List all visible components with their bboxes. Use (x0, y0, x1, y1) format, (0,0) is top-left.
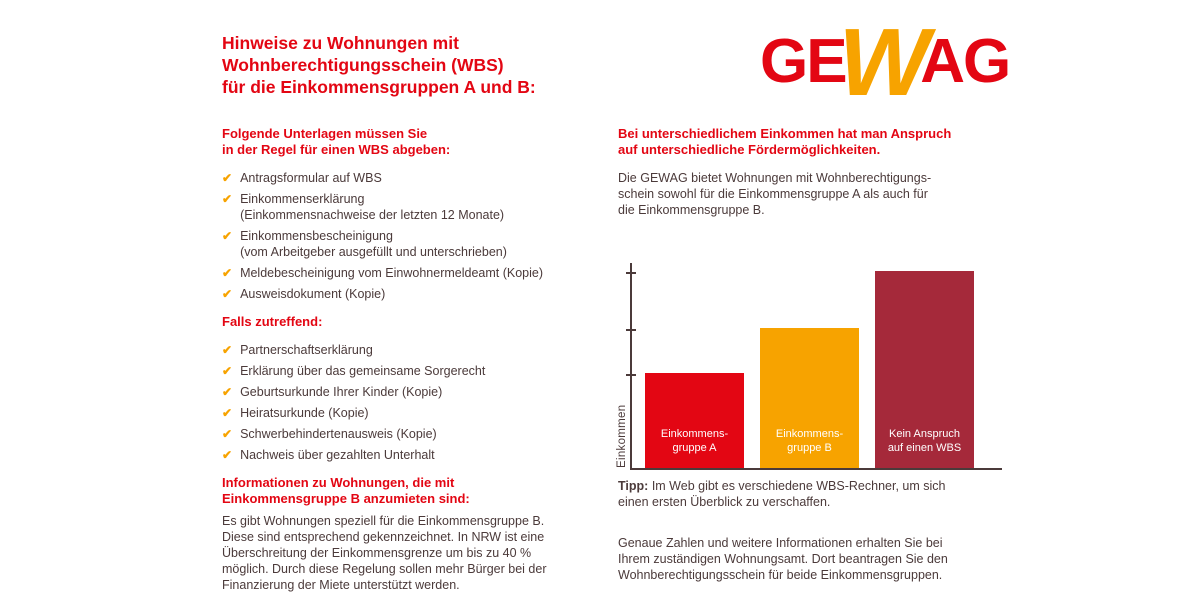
checklist-item: ✔ Geburtsurkunde Ihrer Kinder (Kopie) (222, 384, 582, 400)
income-heading: Bei unterschiedlichem Einkommen hat man … (618, 126, 952, 157)
chart-y-axis-label: Einkommen (616, 404, 628, 468)
checklist-item: ✔ Einkommensbescheinigung (vom Arbeitgebe… (222, 228, 582, 260)
logo-text-w: W (838, 8, 930, 116)
page-title: Hinweise zu Wohnungen mit Wohnberechtigu… (222, 33, 536, 97)
checklist-item-text: Einkommensbescheinigung (vom Arbeitgeber… (240, 229, 507, 259)
chart-bar: Einkommens- gruppe B (760, 328, 859, 468)
conditional-checklist: ✔ Partnerschaftserklärung ✔ Erklärung über… (222, 342, 582, 463)
checklist-item-text: Nachweis über gezahlten Unterhalt (240, 448, 435, 462)
conditional-heading: Falls zutreffend: (222, 314, 323, 329)
check-icon: ✔ (222, 287, 233, 301)
income-chart: Einkommen Einkommens- gruppe A Einkommen… (616, 263, 1002, 470)
axis-tick-icon (626, 329, 636, 331)
gewag-logo: GE W AG (760, 0, 1011, 110)
bar-label: Kein Anspruch auf einen WBS (887, 428, 962, 454)
check-icon: ✔ (222, 266, 233, 280)
checklist-item: ✔ Erklärung über das gemeinsame Sorgerech… (222, 363, 582, 379)
checklist-item-text: Erklärung über das gemeinsame Sorgerecht (240, 364, 486, 378)
checklist-item: ✔ Antragsformular auf WBS (222, 170, 582, 186)
checklist-item-text: Meldebescheinigung vom Einwohnermeldeamt… (240, 266, 544, 280)
tip-label: Tipp: (618, 479, 649, 493)
income-intro-text: Die GEWAG bietet Wohnungen mit Wohnberec… (618, 171, 932, 217)
check-icon: ✔ (222, 364, 233, 378)
checklist-item-text: Geburtsurkunde Ihrer Kinder (Kopie) (240, 385, 443, 399)
group-b-info-text: Es gibt Wohnungen speziell für die Einko… (222, 514, 547, 592)
checklist-item: ✔ Einkommenserklärung (Einkommensnachweis… (222, 191, 582, 223)
logo-text-ge: GE (760, 27, 848, 97)
checklist-item: ✔ Heiratsurkunde (Kopie) (222, 405, 582, 421)
checklist-item: ✔ Ausweisdokument (Kopie) (222, 286, 582, 302)
check-icon: ✔ (222, 171, 233, 185)
documents-heading: Folgende Unterlagen müssen Sie in der Re… (222, 126, 451, 157)
chart-bar: Kein Anspruch auf einen WBS (875, 271, 974, 468)
tip-text: Im Web gibt es verschiedene WBS-Rechner,… (618, 479, 946, 509)
checklist-item-text: Antragsformular auf WBS (240, 171, 382, 185)
chart-bar: Einkommens- gruppe A (645, 373, 744, 468)
check-icon: ✔ (222, 229, 233, 243)
group-b-info-heading: Informationen zu Wohnungen, die mit Eink… (222, 475, 470, 506)
chart-bars: Einkommens- gruppe A Einkommens- gruppe … (645, 271, 974, 468)
right-column: Bei unterschiedlichem Einkommen hat man … (616, 126, 1002, 583)
chart-x-axis (630, 468, 1002, 470)
outro-text: Genaue Zahlen und weitere Informationen … (618, 536, 948, 582)
left-column: Folgende Unterlagen müssen Sie in der Re… (222, 126, 582, 593)
checklist-item-text: Ausweisdokument (Kopie) (240, 287, 386, 301)
axis-tick-icon (626, 374, 636, 376)
check-icon: ✔ (222, 448, 233, 462)
tip-note: Tipp: Im Web gibt es verschiedene WBS-Re… (618, 478, 1002, 510)
checklist-item: ✔ Partnerschaftserklärung (222, 342, 582, 358)
checklist-item: ✔ Schwerbehindertenausweis (Kopie) (222, 426, 582, 442)
checklist-item: ✔ Nachweis über gezahlten Unterhalt (222, 447, 582, 463)
checklist-item-text: Schwerbehindertenausweis (Kopie) (240, 427, 437, 441)
checklist-item-text: Partnerschaftserklärung (240, 343, 373, 357)
check-icon: ✔ (222, 343, 233, 357)
checklist-item-text: Heiratsurkunde (Kopie) (240, 406, 369, 420)
check-icon: ✔ (222, 385, 233, 399)
check-icon: ✔ (222, 406, 233, 420)
axis-tick-icon (626, 272, 636, 274)
checklist-item: ✔ Meldebescheinigung vom Einwohnermeldeam… (222, 265, 582, 281)
check-icon: ✔ (222, 192, 233, 206)
checklist-item-text: Einkommenserklärung (Einkommensnachweise… (240, 192, 505, 222)
bar-label: Einkommens- gruppe A (660, 428, 729, 454)
bar-label: Einkommens- gruppe B (775, 428, 844, 454)
logo-text-ag: AG (920, 27, 1011, 97)
documents-checklist: ✔ Antragsformular auf WBS ✔ Einkommenserkl… (222, 170, 582, 302)
chart-y-axis (626, 263, 636, 470)
check-icon: ✔ (222, 427, 233, 441)
